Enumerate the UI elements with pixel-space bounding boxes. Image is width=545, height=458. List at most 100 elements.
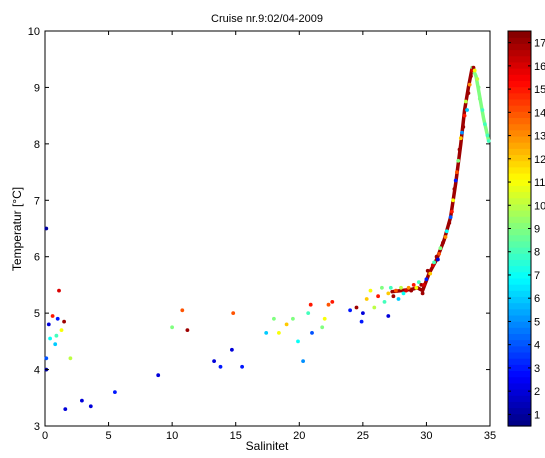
colorbar-segment-6: [508, 382, 531, 390]
colorbar-segment-46: [508, 135, 531, 143]
colorbar-tick-label-16: 17: [534, 38, 545, 50]
colorbar-segment-36: [508, 197, 531, 205]
y-tick-label-7: 10: [28, 26, 40, 38]
data-point-2: [44, 356, 49, 361]
data-point-52: [388, 285, 393, 290]
data-point-66: [422, 283, 426, 287]
data-track-0: [390, 65, 477, 294]
colorbar-segment-43: [508, 154, 531, 162]
data-point-80: [451, 198, 455, 203]
data-point-87: [462, 113, 467, 118]
colorbar-segment-10: [508, 358, 531, 365]
colorbar-segment-44: [508, 148, 531, 156]
data-point-31: [296, 339, 300, 344]
colorbar-tick-label-7: 8: [534, 247, 540, 259]
data-point-69: [428, 271, 433, 276]
colorbar-segment-62: [508, 37, 531, 44]
data-point-8: [55, 316, 60, 321]
colorbar-segment-34: [508, 209, 531, 217]
data-point-28: [277, 331, 281, 335]
colorbar-segment-9: [508, 364, 531, 372]
x-tick-label-1: 5: [106, 430, 112, 442]
data-point-65: [420, 291, 425, 296]
colorbar-tick-label-0: 1: [534, 409, 540, 421]
data-point-14: [80, 398, 84, 403]
data-point-49: [382, 300, 387, 304]
colorbar-segment-30: [508, 234, 531, 242]
data-point-21: [212, 359, 217, 363]
colorbar-segment-18: [508, 308, 531, 316]
colorbar-segment-58: [508, 61, 531, 69]
data-point-56: [399, 285, 403, 290]
x-tick-label-5: 25: [357, 430, 369, 442]
data-point-40: [348, 308, 352, 313]
x-axis: 0 5 10 15 20 25 30 35: [42, 31, 496, 442]
colorbar-segment-57: [508, 68, 531, 75]
data-point-58: [404, 288, 408, 293]
data-point-86: [461, 125, 466, 129]
colorbar-tick-label-3: 4: [534, 340, 540, 352]
colorbar-segment-59: [508, 55, 531, 63]
colorbar-segment-48: [508, 123, 531, 131]
data-point-35: [310, 331, 314, 335]
data-point-67: [424, 277, 429, 282]
colorbar-segment-0: [508, 419, 531, 427]
colorbar-segment-31: [508, 228, 531, 236]
data-point-59: [406, 285, 411, 290]
colorbar-segment-15: [508, 327, 531, 335]
data-point-64: [419, 283, 424, 287]
data-point-105: [436, 257, 440, 262]
data-point-71: [432, 260, 436, 265]
data-point-3: [46, 322, 51, 327]
colorbar-segment-47: [508, 129, 531, 137]
x-tick-label-6: 30: [420, 430, 432, 442]
y-tick-label-2: 5: [34, 308, 40, 320]
data-point-99: [483, 122, 487, 126]
data-point-100: [485, 133, 490, 138]
colorbar-segment-13: [508, 339, 531, 347]
colorbar-segment-16: [508, 321, 531, 328]
data-point-68: [425, 268, 430, 273]
data-point-77: [444, 229, 449, 234]
data-point-5: [50, 314, 55, 318]
colorbar-tick-label-14: 15: [534, 84, 545, 96]
data-point-16: [113, 390, 117, 394]
x-tick-label-2: 10: [166, 430, 178, 442]
data-point-18: [170, 325, 175, 330]
colorbar-segment-3: [508, 401, 531, 409]
data-point-26: [264, 331, 269, 335]
colorbar-segment-33: [508, 216, 531, 223]
colorbar-segment-56: [508, 74, 531, 81]
data-point-103: [465, 108, 469, 112]
colorbar-segment-52: [508, 98, 531, 106]
colorbar-tick-label-6: 7: [534, 270, 540, 282]
data-point-7: [54, 333, 59, 338]
data-point-30: [291, 316, 295, 321]
colorbar-segment-1: [508, 413, 531, 421]
data-point-42: [359, 319, 364, 324]
colorbar-segment-11: [508, 351, 531, 359]
data-point-4: [48, 336, 52, 341]
y-tick-label-3: 6: [34, 252, 40, 264]
data-point-50: [386, 291, 391, 296]
colorbar-segment-24: [508, 271, 531, 279]
colorbar-segment-5: [508, 388, 531, 396]
data-tracks: [390, 65, 491, 294]
data-point-25: [240, 364, 245, 369]
data-point-85: [458, 136, 463, 141]
colorbar-tick-label-15: 16: [534, 61, 545, 73]
colorbar-segment-8: [508, 370, 531, 378]
data-point-19: [180, 308, 185, 313]
data-point-36: [320, 325, 325, 330]
data-point-62: [414, 285, 419, 290]
data-point-104: [448, 215, 453, 220]
data-point-51: [386, 314, 391, 318]
colorbar-segment-28: [508, 247, 531, 254]
chart-title: Cruise nr.9:02/04-2009: [211, 13, 323, 25]
colorbar-segment-53: [508, 92, 531, 100]
colorbar-segment-2: [508, 407, 531, 415]
y-tick-label-1: 4: [34, 365, 40, 377]
colorbar-tick-label-9: 10: [534, 200, 545, 212]
data-point-20: [185, 328, 190, 332]
data-point-81: [452, 187, 457, 191]
